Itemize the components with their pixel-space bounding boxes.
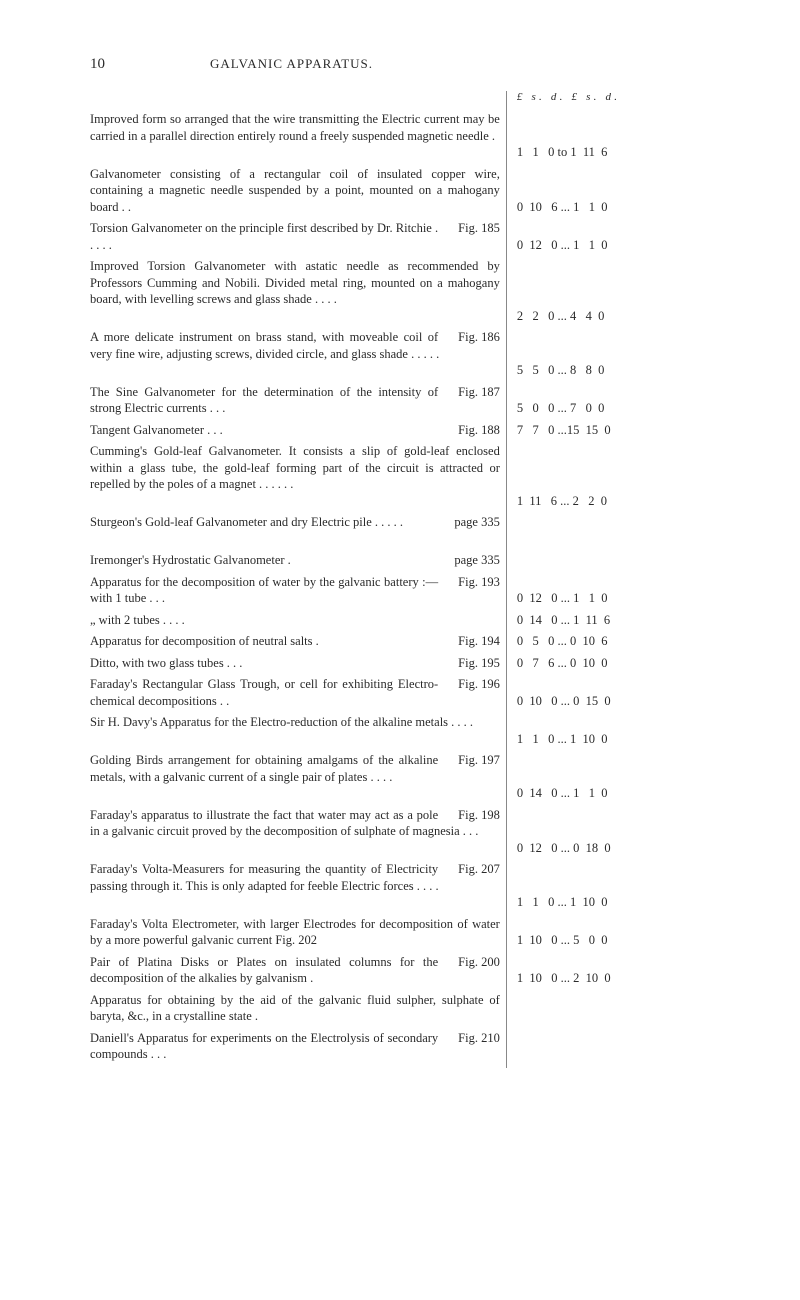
catalog-entry: Fig. 188 Tangent Galvanometer . . . xyxy=(90,422,500,439)
price-range xyxy=(517,552,744,569)
price-range: 0 5 0 ... 0 10 6 xyxy=(517,633,744,650)
catalog-entry: Fig. 185 Torsion Galvanometer on the prin… xyxy=(90,220,500,253)
figure-reference: Fig. 210 xyxy=(458,1030,500,1047)
description-column: Improved form so arranged that the wire … xyxy=(90,91,506,1068)
figure-reference: Fig. 185 xyxy=(458,220,500,237)
entry-description: Sir H. Davy's Apparatus for the Electro-… xyxy=(90,715,473,729)
entry-description: Ditto, with two glass tubes . . . xyxy=(90,656,242,670)
catalog-entry: page 335 Iremonger's Hydrostatic Galvanom… xyxy=(90,552,500,569)
catalog-entry: page 335 Sturgeon's Gold-leaf Galvanomete… xyxy=(90,514,500,547)
entry-description: Iremonger's Hydrostatic Galvanometer . xyxy=(90,553,291,567)
price-range: 0 14 0 ... 1 1 0 xyxy=(517,752,744,802)
catalog-entry: Fig. 186 A more delicate instrument on br… xyxy=(90,329,500,379)
entry-description: Improved form so arranged that the wire … xyxy=(90,112,500,143)
entry-description: Apparatus for obtaining by the aid of th… xyxy=(90,993,500,1024)
price-range: 0 10 6 ... 1 1 0 xyxy=(517,166,744,216)
figure-reference: Fig. 187 xyxy=(458,384,500,401)
figure-reference: Fig. 200 xyxy=(458,954,500,971)
figure-reference: Fig. 198 xyxy=(458,807,500,824)
figure-reference: Fig. 196 xyxy=(458,676,500,693)
catalog-entry: Improved Torsion Galvanometer with astat… xyxy=(90,258,500,324)
price-range: 0 12 0 ... 1 1 0 xyxy=(517,220,744,253)
figure-reference: page 335 xyxy=(454,552,499,569)
price-range: 0 7 6 ... 0 10 0 xyxy=(517,655,744,672)
page-number: 10 xyxy=(90,56,210,73)
entry-description: A more delicate instrument on brass stan… xyxy=(90,330,439,361)
price-range: 7 7 0 ...15 15 0 xyxy=(517,422,744,439)
price-range: 0 10 0 ... 0 15 0 xyxy=(517,676,744,709)
catalog-entry: Galvanometer consisting of a rectangular… xyxy=(90,166,500,216)
price-range: 0 12 0 ... 1 1 0 xyxy=(517,574,744,607)
catalog-entry: Fig. 196 Faraday's Rectangular Glass Trou… xyxy=(90,676,500,709)
page: 10 GALVANIC APPARATUS. Improved form so … xyxy=(0,0,800,1300)
running-title: GALVANIC APPARATUS. xyxy=(210,56,373,72)
entry-description: Apparatus for decomposition of neutral s… xyxy=(90,634,319,648)
price-column: £ s. d. £ s. d. 1 1 0 to 1 11 60 10 6 ..… xyxy=(506,91,744,1068)
figure-reference: Fig. 197 xyxy=(458,752,500,769)
figure-reference: Fig. 207 xyxy=(458,861,500,878)
catalog-entry: „ with 2 tubes . . . . xyxy=(90,612,500,629)
price-range xyxy=(517,1030,744,1063)
entry-description: Faraday's apparatus to illustrate the fa… xyxy=(90,808,478,839)
price-header: £ s. d. £ s. d. xyxy=(517,91,744,105)
entry-description: Torsion Galvanometer on the principle fi… xyxy=(90,221,438,252)
catalog-entry: Fig. 197 Golding Birds arrangement for ob… xyxy=(90,752,500,802)
catalog-entry: Faraday's Volta Electrometer, with large… xyxy=(90,916,500,949)
entry-description: Golding Birds arrangement for obtaining … xyxy=(90,753,438,784)
price-range: 5 0 0 ... 7 0 0 xyxy=(517,384,744,417)
figure-reference: Fig. 194 xyxy=(458,633,500,650)
price-range: 0 14 0 ... 1 11 6 xyxy=(517,612,744,629)
entry-description: Faraday's Volta Electrometer, with large… xyxy=(90,917,500,948)
price-range xyxy=(517,992,744,1025)
catalog-entry: Fig. 194 Apparatus for decomposition of n… xyxy=(90,633,500,650)
figure-reference: Fig. 186 xyxy=(458,329,500,346)
entry-description: Improved Torsion Galvanometer with astat… xyxy=(90,259,500,306)
catalog-entry: Fig. 200 Pair of Platina Disks or Plates … xyxy=(90,954,500,987)
content-columns: Improved form so arranged that the wire … xyxy=(90,91,744,1068)
catalog-entry: Improved form so arranged that the wire … xyxy=(90,111,500,161)
catalog-entry: Fig. 187 The Sine Galvanometer for the de… xyxy=(90,384,500,417)
figure-reference: Fig. 195 xyxy=(458,655,500,672)
entry-description: Faraday's Rectangular Glass Trough, or c… xyxy=(90,677,438,708)
price-range: 1 1 0 to 1 11 6 xyxy=(517,111,744,161)
price-range: 5 5 0 ... 8 8 0 xyxy=(517,329,744,379)
catalog-entry: Fig. 207 Faraday's Volta-Measurers for me… xyxy=(90,861,500,911)
catalog-entry: Sir H. Davy's Apparatus for the Electro-… xyxy=(90,714,500,747)
price-range: 1 11 6 ... 2 2 0 xyxy=(517,443,744,509)
catalog-entry: Fig. 210 Daniell's Apparatus for experime… xyxy=(90,1030,500,1063)
figure-reference: Fig. 193 xyxy=(458,574,500,591)
entry-description: Tangent Galvanometer . . . xyxy=(90,423,223,437)
entry-description: Cumming's Gold-leaf Galvanometer. It con… xyxy=(90,444,500,491)
price-range: 1 1 0 ... 1 10 0 xyxy=(517,714,744,747)
page-header: 10 GALVANIC APPARATUS. xyxy=(90,56,744,73)
entry-description: Pair of Platina Disks or Plates on insul… xyxy=(90,955,438,986)
catalog-entry: Fig. 195 Ditto, with two glass tubes . . … xyxy=(90,655,500,672)
figure-reference: Fig. 188 xyxy=(458,422,500,439)
price-range: 1 1 0 ... 1 10 0 xyxy=(517,861,744,911)
entry-description: Faraday's Volta-Measurers for measuring … xyxy=(90,862,439,893)
price-range: 1 10 0 ... 5 0 0 xyxy=(517,916,744,949)
entry-description: The Sine Galvanometer for the determinat… xyxy=(90,385,438,416)
price-range: 2 2 0 ... 4 4 0 xyxy=(517,258,744,324)
catalog-entry: Cumming's Gold-leaf Galvanometer. It con… xyxy=(90,443,500,509)
price-range: 0 12 0 ... 0 18 0 xyxy=(517,807,744,857)
entry-description: Sturgeon's Gold-leaf Galvanometer and dr… xyxy=(90,515,403,529)
price-range: 1 10 0 ... 2 10 0 xyxy=(517,954,744,987)
desc-header-spacer xyxy=(90,91,500,105)
entry-description: Daniell's Apparatus for experiments on t… xyxy=(90,1031,438,1062)
entry-description: Apparatus for the decomposition of water… xyxy=(90,575,438,606)
catalog-entry: Fig. 193 Apparatus for the decomposition … xyxy=(90,574,500,607)
catalog-entry: Fig. 198Faraday's apparatus to illustrat… xyxy=(90,807,500,857)
entry-description: „ with 2 tubes . . . . xyxy=(90,613,185,627)
catalog-entry: Apparatus for obtaining by the aid of th… xyxy=(90,992,500,1025)
price-range xyxy=(517,514,744,547)
entry-description: Galvanometer consisting of a rectangular… xyxy=(90,167,500,214)
figure-reference: page 335 xyxy=(454,514,499,531)
